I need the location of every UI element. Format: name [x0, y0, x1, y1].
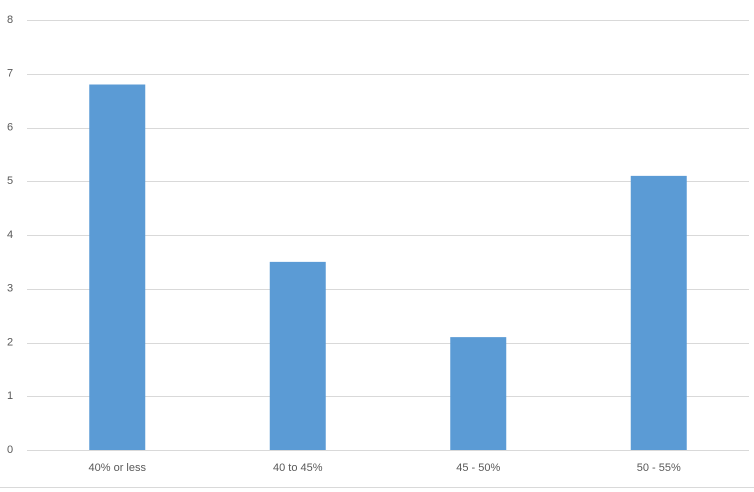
- y-tick-label: 5: [7, 175, 13, 187]
- bar: [269, 261, 326, 450]
- x-tick-label: 50 - 55%: [637, 462, 681, 474]
- y-tick-label: 8: [7, 14, 13, 26]
- y-tick-label: 2: [7, 336, 13, 348]
- y-tick-label: 0: [7, 444, 13, 456]
- x-tick-label: 40% or less: [89, 462, 147, 474]
- bar: [630, 175, 687, 450]
- x-tick-label: 45 - 50%: [456, 462, 500, 474]
- y-tick-label: 7: [7, 68, 13, 80]
- y-tick-label: 3: [7, 283, 13, 295]
- y-tick-label: 1: [7, 390, 13, 402]
- bar: [89, 84, 146, 450]
- x-tick-label: 40 to 45%: [273, 462, 323, 474]
- y-tick-label: 6: [7, 121, 13, 133]
- bar: [450, 337, 507, 450]
- y-tick-label: 4: [7, 229, 13, 241]
